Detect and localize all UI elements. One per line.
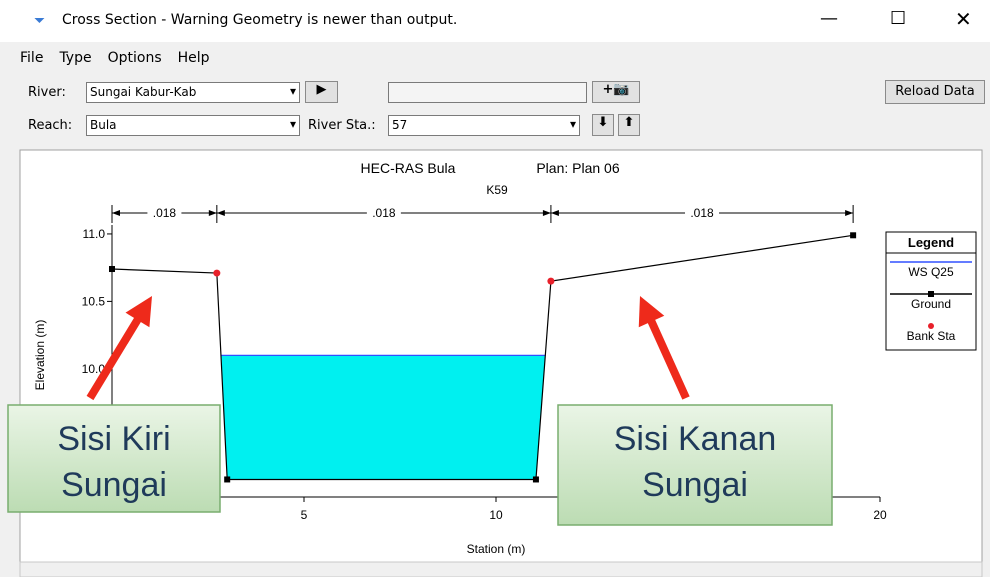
- ground-point: [224, 476, 231, 483]
- add-camera-button[interactable]: +📷: [592, 81, 640, 103]
- y-tick-label: 10.0: [82, 362, 106, 376]
- red-arrow: [645, 314, 690, 400]
- river-sta-label: River Sta.:: [308, 118, 376, 133]
- label-bg: [147, 205, 182, 221]
- y-tick-label: 10.5: [82, 294, 106, 308]
- ground-point: [109, 266, 115, 273]
- app-icon: ⏷: [34, 13, 46, 29]
- scrollbar[interactable]: [19, 561, 983, 577]
- x-tick-label: 10: [489, 508, 503, 522]
- river-label: River:: [28, 85, 66, 100]
- annotation-text: Sungai: [61, 466, 167, 504]
- maximize-button[interactable]: ☐: [890, 8, 907, 29]
- red-arrow-head: [125, 296, 152, 328]
- window-title: Cross Section - Warning Geometry is newe…: [62, 12, 458, 28]
- annotation-text: Sungai: [642, 466, 748, 504]
- menu-bar: File Type Options Help: [20, 50, 226, 66]
- legend-label: Bank Sta: [907, 329, 956, 343]
- menu-item[interactable]: Options: [107, 50, 162, 66]
- bank-point: [547, 277, 555, 285]
- legend-title: Legend: [908, 235, 954, 250]
- manning-label: .018: [372, 206, 396, 220]
- river-sta-value: 57: [392, 118, 408, 132]
- reload-label: Reload Data: [895, 84, 975, 99]
- river-value: Sungai Kabur-Kab: [90, 85, 197, 99]
- reach-combobox[interactable]: Bula ▾: [86, 115, 300, 136]
- legend-label: WS Q25: [908, 265, 954, 279]
- dropdown-arrow: ▾: [289, 117, 296, 131]
- dropdown-arrow: ▾: [289, 84, 296, 98]
- down-button[interactable]: ⬇: [592, 114, 614, 136]
- dropdown-arrow: ▾: [569, 117, 576, 131]
- water-fill: [221, 355, 546, 480]
- empty-field[interactable]: [388, 82, 587, 103]
- river-sta-combobox[interactable]: 57 ▾: [388, 115, 580, 136]
- series-line: [111, 234, 854, 481]
- menu-item[interactable]: File: [20, 50, 44, 66]
- chart-subtitle: K59: [486, 183, 508, 197]
- menu-item[interactable]: Type: [59, 50, 92, 66]
- reach-label: Reach:: [28, 118, 73, 133]
- run-button[interactable]: ▶: [305, 81, 338, 103]
- close-button[interactable]: ✕: [955, 7, 972, 31]
- annotation-text: Sisi Kanan: [614, 420, 777, 458]
- up-button[interactable]: ⬆: [618, 114, 640, 136]
- legend-marker: [928, 291, 934, 297]
- x-tick-label: 20: [873, 508, 887, 522]
- y-axis-label: Elevation (m): [33, 320, 47, 391]
- annotation-box: [7, 404, 221, 513]
- menu-item[interactable]: Help: [177, 50, 210, 66]
- x-axis-label: Station (m): [467, 542, 526, 556]
- minimize-button[interactable]: —: [820, 8, 838, 29]
- ground-point: [532, 476, 539, 483]
- label-bg: [685, 205, 720, 221]
- legend-label: Ground: [911, 297, 951, 311]
- reload-button[interactable]: Reload Data: [885, 80, 985, 104]
- river-combobox[interactable]: Sungai Kabur-Kab ▾: [86, 82, 300, 103]
- label-bg: [366, 205, 401, 221]
- red-arrow: [86, 312, 144, 401]
- annotation-text: Sisi Kiri: [57, 420, 170, 458]
- red-arrow-head: [638, 296, 665, 328]
- manning-label: .018: [690, 206, 714, 220]
- title-bar: [0, 0, 990, 42]
- x-tick-label: 5: [301, 508, 308, 522]
- bank-point: [213, 269, 221, 277]
- legend-marker: [928, 323, 934, 329]
- y-tick-label: 11.0: [83, 227, 106, 241]
- plan-label: Plan: Plan 06: [536, 160, 619, 176]
- reach-value: Bula: [90, 118, 117, 132]
- ground-point: [850, 232, 857, 239]
- annotation-box: [557, 404, 833, 526]
- manning-label: .018: [153, 206, 177, 220]
- chart-title: HEC-RAS Bula: [361, 160, 456, 176]
